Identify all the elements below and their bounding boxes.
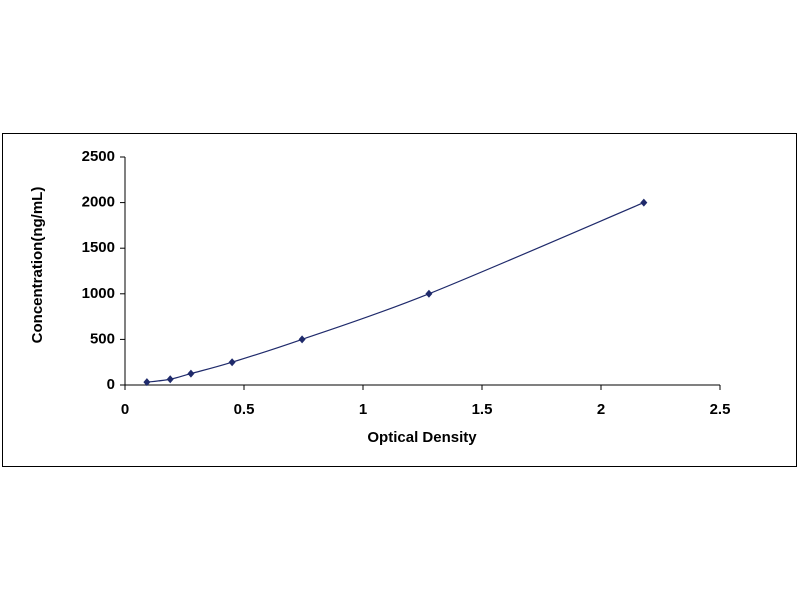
data-point xyxy=(228,358,236,367)
data-point xyxy=(640,198,648,207)
y-axis-label: Concentration(ng/mL) xyxy=(29,187,46,344)
y-tick-label: 2500 xyxy=(82,148,115,165)
x-tick-label: 0.5 xyxy=(234,401,255,418)
data-point xyxy=(298,335,306,344)
y-tick-label: 500 xyxy=(90,330,115,347)
x-tick-label: 0 xyxy=(121,401,129,418)
y-tick-label: 0 xyxy=(107,376,115,393)
x-tick-label: 2 xyxy=(597,401,605,418)
y-tick-label: 1000 xyxy=(82,285,115,302)
y-tick-label: 1500 xyxy=(82,239,115,256)
data-point xyxy=(143,378,151,387)
data-point xyxy=(187,369,195,378)
chart-frame xyxy=(2,133,797,467)
x-tick-label: 1.5 xyxy=(472,401,493,418)
x-axis-label: Optical Density xyxy=(367,429,477,446)
x-tick-label: 2.5 xyxy=(710,401,731,418)
fit-line xyxy=(146,202,645,383)
data-point xyxy=(425,289,433,298)
y-tick-label: 2000 xyxy=(82,194,115,211)
x-tick-label: 1 xyxy=(359,401,367,418)
data-point xyxy=(166,375,174,384)
